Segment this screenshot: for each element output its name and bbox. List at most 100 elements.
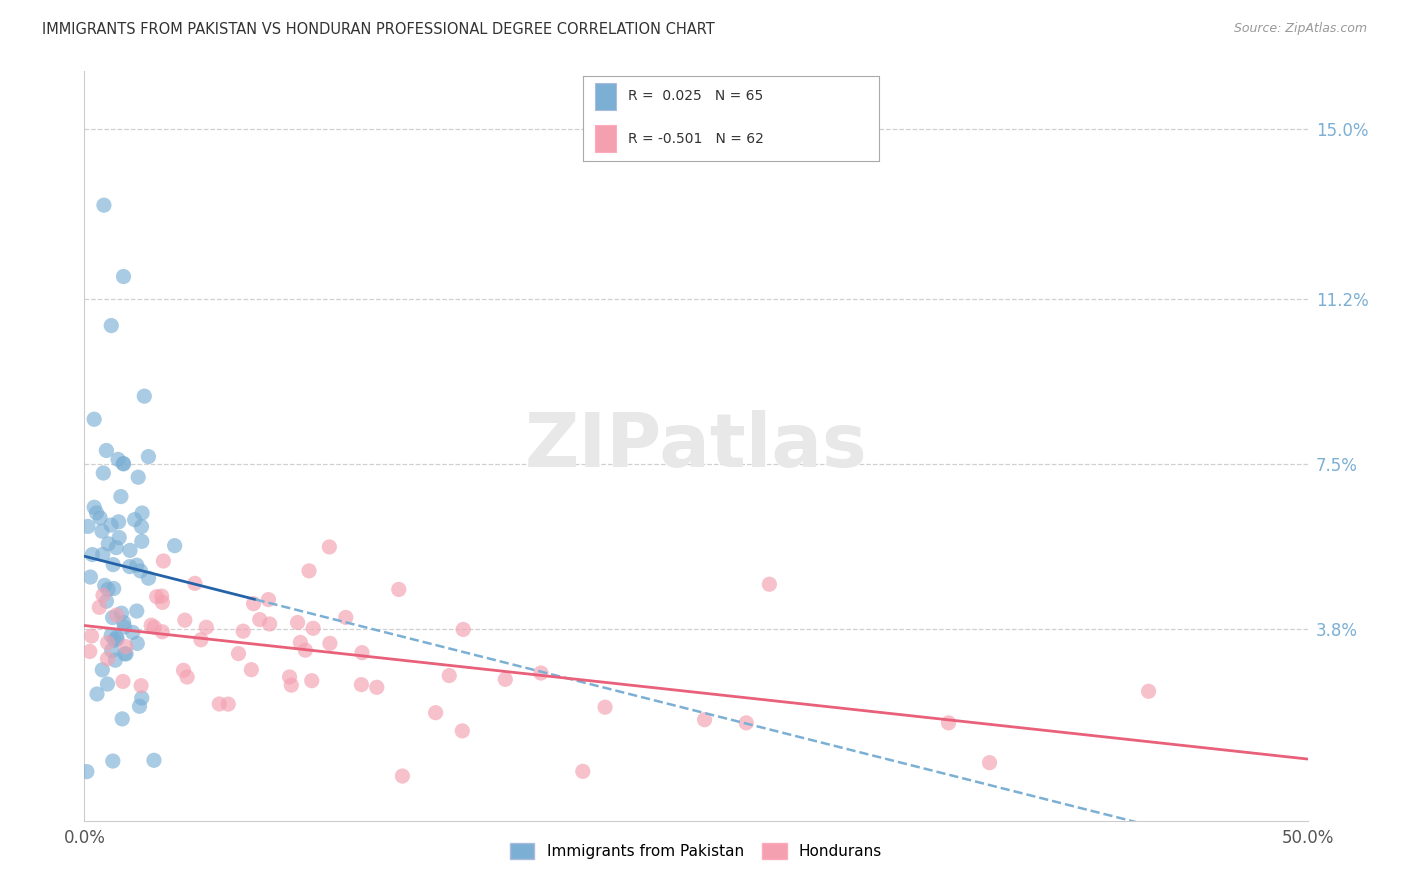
Point — [101, 558, 124, 572]
Point — [125, 558, 148, 573]
Point — [127, 636, 149, 650]
Point — [100, 643, 122, 657]
Point — [114, 647, 136, 661]
Point — [259, 617, 281, 632]
Point — [86, 687, 108, 701]
Point — [290, 635, 312, 649]
Point — [758, 577, 780, 591]
Point — [240, 663, 263, 677]
Point — [530, 666, 553, 681]
Point — [143, 620, 166, 634]
Point — [115, 640, 138, 654]
Point — [242, 597, 264, 611]
Point — [451, 623, 474, 637]
Point — [127, 470, 149, 484]
Point — [232, 624, 254, 639]
Point — [86, 506, 108, 520]
Point — [217, 697, 239, 711]
Point — [107, 515, 129, 529]
Bar — [595, 125, 616, 152]
Point — [111, 712, 134, 726]
Point — [257, 592, 280, 607]
Point — [176, 670, 198, 684]
Point — [112, 457, 135, 471]
Point — [121, 625, 143, 640]
Point — [111, 674, 134, 689]
Point — [97, 537, 120, 551]
Point — [693, 713, 716, 727]
Point — [107, 452, 129, 467]
Point — [83, 412, 105, 426]
Point — [249, 613, 271, 627]
Point — [91, 524, 114, 538]
Point — [91, 466, 114, 480]
Point — [101, 610, 124, 624]
Point — [318, 540, 340, 554]
Point — [101, 754, 124, 768]
Text: R = -0.501   N = 62: R = -0.501 N = 62 — [627, 131, 763, 145]
Point — [97, 636, 120, 650]
Point — [103, 633, 125, 648]
Point — [150, 624, 173, 639]
Point — [125, 604, 148, 618]
Point — [105, 632, 128, 646]
Point — [112, 457, 135, 471]
Point — [425, 706, 447, 720]
Point — [195, 620, 218, 634]
Point — [82, 548, 104, 562]
Point — [280, 678, 302, 692]
Point — [112, 269, 135, 284]
Point — [129, 564, 152, 578]
Point — [124, 513, 146, 527]
Point — [173, 663, 195, 677]
Point — [100, 628, 122, 642]
Point — [108, 531, 131, 545]
Point — [100, 518, 122, 533]
Point — [96, 443, 118, 458]
Point — [103, 582, 125, 596]
Point — [80, 629, 103, 643]
Point — [76, 764, 98, 779]
Point — [138, 450, 160, 464]
Bar — [595, 83, 616, 110]
Point — [593, 700, 616, 714]
Point — [91, 588, 114, 602]
Point — [294, 643, 316, 657]
Point — [228, 647, 250, 661]
Text: ZIPatlas: ZIPatlas — [524, 409, 868, 483]
Point — [152, 554, 174, 568]
Point — [118, 559, 141, 574]
Point — [735, 715, 758, 730]
Text: IMMIGRANTS FROM PAKISTAN VS HONDURAN PROFESSIONAL DEGREE CORRELATION CHART: IMMIGRANTS FROM PAKISTAN VS HONDURAN PRO… — [42, 22, 714, 37]
Point — [131, 534, 153, 549]
Point — [145, 590, 167, 604]
Text: R =  0.025   N = 65: R = 0.025 N = 65 — [627, 89, 763, 103]
Point — [79, 570, 101, 584]
Point — [298, 564, 321, 578]
Point — [391, 769, 413, 783]
Point — [190, 632, 212, 647]
Point — [152, 595, 174, 609]
Legend: Immigrants from Pakistan, Hondurans: Immigrants from Pakistan, Hondurans — [503, 837, 889, 865]
Point — [96, 677, 118, 691]
Point — [173, 613, 195, 627]
Point — [278, 670, 301, 684]
Point — [110, 606, 132, 620]
Point — [93, 578, 115, 592]
Point — [572, 764, 595, 779]
Point — [105, 607, 128, 622]
Point — [105, 541, 128, 555]
Point — [91, 663, 114, 677]
Text: Source: ZipAtlas.com: Source: ZipAtlas.com — [1233, 22, 1367, 36]
Point — [112, 620, 135, 634]
Point — [350, 646, 373, 660]
Point — [335, 610, 357, 624]
Point — [105, 631, 128, 645]
Point — [163, 539, 186, 553]
Point — [141, 618, 163, 632]
Point — [128, 699, 150, 714]
Point — [131, 519, 153, 533]
Point — [143, 753, 166, 767]
Point — [112, 615, 135, 630]
Point — [138, 571, 160, 585]
